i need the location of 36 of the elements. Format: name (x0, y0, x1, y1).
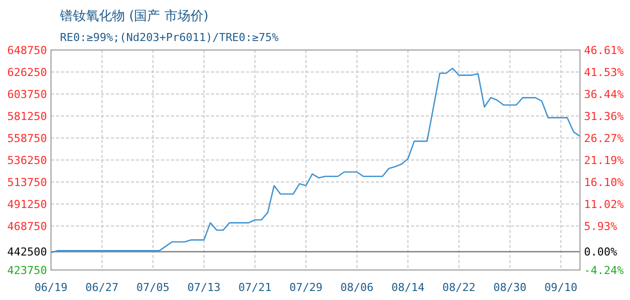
y2-tick-label: 21.19% (584, 154, 624, 167)
y2-tick-label: 0.00% (584, 246, 618, 259)
x-tick-label: 08/30 (493, 281, 526, 294)
chart-title: 镨钕氧化物 (国产 市场价) (59, 9, 208, 24)
x-tick-label: 09/10 (544, 281, 578, 294)
y-tick-label: 626250 (7, 66, 47, 79)
x-tick-label: 07/21 (238, 281, 272, 294)
x-tick-label: 07/13 (187, 281, 221, 294)
y-tick-label: 648750 (7, 44, 47, 57)
chart-subtitle: RE0:≥99%;(Nd203+Pr6011)/TRE0:≥75% (60, 31, 279, 44)
y2-tick-label: -4.24% (584, 264, 624, 277)
x-tick-label: 08/14 (391, 281, 425, 294)
y-tick-label: 442500 (7, 246, 47, 259)
y2-tick-label: 31.36% (584, 110, 624, 123)
y-tick-label: 491250 (7, 198, 47, 211)
y-tick-label: 513750 (7, 176, 47, 189)
x-tick-label: 08/06 (340, 281, 374, 294)
line-series (50, 68, 581, 254)
y2-tick-label: 11.02% (584, 198, 624, 211)
y-tick-label: 536250 (7, 154, 47, 167)
y2-tick-label: 41.53% (584, 66, 624, 79)
y-tick-label: 468750 (7, 220, 47, 233)
x-tick-label: 07/05 (136, 281, 170, 294)
x-tick-label: 08/22 (442, 281, 476, 294)
x-tick-label: 06/27 (85, 281, 119, 294)
y2-tick-label: 46.61% (584, 44, 624, 57)
y2-tick-label: 36.44% (584, 88, 624, 101)
x-tick-label: 07/29 (289, 281, 322, 294)
y2-tick-label: 16.10% (584, 176, 624, 189)
y-tick-label: 603750 (7, 88, 47, 101)
y2-tick-label: 5.93% (584, 220, 618, 233)
x-tick-label: 06/19 (34, 281, 68, 294)
y-tick-label: 423750 (7, 264, 47, 277)
y-tick-label: 558750 (7, 132, 47, 145)
y-tick-label: 581250 (7, 110, 47, 123)
y2-tick-label: 26.27% (584, 132, 624, 145)
